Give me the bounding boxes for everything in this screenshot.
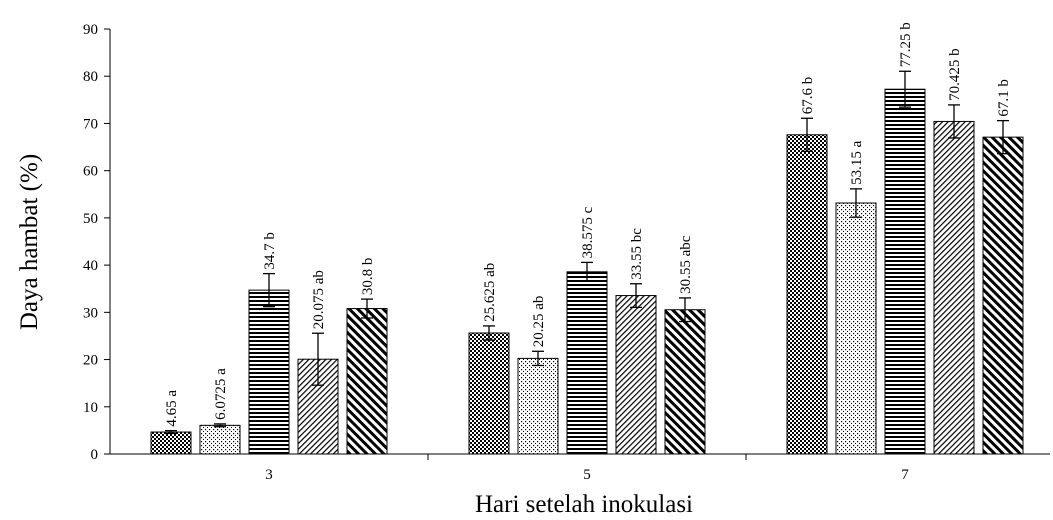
- y-tick-label: 60: [83, 164, 98, 180]
- bar: [150, 431, 192, 455]
- data-label: 67.1 b: [996, 79, 1012, 117]
- data-label: 33.55 bc: [629, 228, 645, 280]
- bar: [884, 88, 926, 455]
- bar: [248, 289, 290, 455]
- y-axis-title: Daya hambat (%): [16, 154, 43, 330]
- bar: [517, 357, 559, 455]
- data-label: 30.55 abc: [678, 235, 694, 294]
- data-label: 30.8 b: [360, 258, 376, 296]
- bar: [468, 332, 510, 455]
- y-tick-label: 10: [83, 400, 98, 416]
- x-tick-label: 3: [265, 467, 273, 483]
- y-tick-label: 40: [83, 258, 98, 274]
- bar: [664, 309, 706, 455]
- y-tick-label: 70: [83, 116, 98, 132]
- data-label: 20.25 ab: [531, 296, 547, 348]
- x-axis-title: Hari setelah inokulasi: [475, 491, 693, 518]
- data-label: 70.425 b: [947, 48, 963, 101]
- data-label: 53.15 a: [849, 140, 865, 185]
- y-tick-label: 30: [83, 305, 98, 321]
- x-tick-label: 5: [583, 467, 591, 483]
- data-label: 6.0725 a: [213, 368, 229, 420]
- y-tick-label: 90: [83, 22, 98, 38]
- bar: [982, 136, 1024, 455]
- data-label: 67.6 b: [800, 77, 816, 115]
- bar: [615, 295, 657, 455]
- bar: [566, 271, 608, 455]
- data-label: 25.625 ab: [482, 263, 498, 322]
- bar: [933, 120, 975, 455]
- bar: [346, 308, 388, 455]
- y-tick-label: 20: [83, 353, 98, 369]
- data-label: 38.575 c: [580, 206, 596, 258]
- y-tick-label: 50: [83, 211, 98, 227]
- data-label: 4.65 a: [164, 390, 180, 427]
- data-label: 77.25 b: [898, 22, 914, 67]
- y-tick-label: 80: [83, 69, 98, 85]
- bar: [786, 134, 828, 455]
- data-label: 34.7 b: [262, 232, 278, 270]
- data-label: 20.075 ab: [311, 270, 327, 329]
- x-tick-label: 7: [901, 467, 909, 483]
- bar: [199, 424, 241, 455]
- y-tick-label: 0: [91, 447, 99, 463]
- bar: [835, 202, 877, 455]
